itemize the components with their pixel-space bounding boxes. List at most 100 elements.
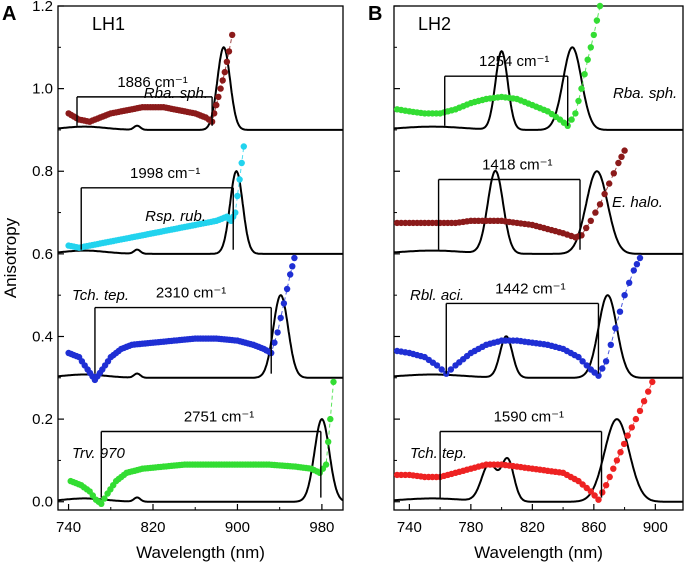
anisotropy-point — [599, 365, 606, 372]
x-tick-label: 900 — [225, 519, 250, 536]
y-tick-label: 0.2 — [32, 411, 53, 428]
anisotropy-point — [575, 97, 582, 105]
y-tick-label: 0.0 — [32, 494, 53, 511]
anisotropy-point — [593, 17, 601, 24]
anisotropy-point — [630, 267, 637, 274]
anisotropy-point — [628, 424, 635, 431]
y-tick-label: 0.8 — [32, 163, 53, 180]
panel-a: A LH1 740 820 900 980 0.0 0.2 0.4 0.6 0.8 1.0 1.2 Wav… — [1, 0, 344, 562]
anisotropy-point — [219, 77, 226, 84]
band-label: 1590 cm⁻¹ — [494, 409, 564, 426]
absorption-spectrum — [57, 294, 343, 379]
anisotropy-point — [602, 482, 610, 489]
anisotropy-point — [579, 358, 586, 365]
absorption-spectrum — [57, 170, 343, 255]
band-label: 1886 cm⁻¹ — [117, 74, 187, 91]
anisotropy-point — [327, 415, 334, 423]
x-tick-label: 820 — [140, 519, 165, 536]
anisotropy-point — [621, 292, 628, 299]
band-label: 1254 cm⁻¹ — [479, 53, 549, 70]
anisotropy-point — [583, 224, 590, 232]
anisotropy-point — [601, 190, 608, 198]
anisotropy-point — [330, 378, 337, 386]
anisotropy-point — [621, 147, 628, 154]
anisotropy-point — [223, 58, 231, 65]
anisotropy-point — [615, 159, 622, 167]
band-label: 1418 cm⁻¹ — [482, 157, 552, 174]
series-2: 2310 cm⁻¹ Tch. tep. — [57, 254, 343, 384]
y-tick-label: 0.4 — [32, 328, 53, 345]
anisotropy-point — [620, 440, 628, 448]
x-axis-label: Wavelength (nm) — [474, 543, 603, 562]
anisotropy-point — [590, 31, 597, 39]
anisotropy-point — [572, 110, 579, 117]
series-1: 1998 cm⁻¹ Rsp. rub. — [57, 143, 343, 255]
anisotropy-point — [274, 329, 281, 336]
anisotropy-point — [213, 101, 220, 109]
anisotropy-point — [581, 71, 588, 78]
anisotropy-point — [610, 465, 617, 472]
anisotropy-point — [578, 232, 585, 239]
anisotropy-point — [595, 496, 602, 503]
anisotropy-point — [240, 143, 247, 150]
anisotropy-point — [606, 473, 613, 481]
anisotropy-point — [606, 180, 613, 187]
anisotropy-point — [217, 85, 224, 92]
anisotropy-point — [595, 372, 602, 379]
absorption-spectrum — [394, 46, 683, 131]
y-tick-label: 1.0 — [32, 81, 53, 98]
band-label: 1442 cm⁻¹ — [495, 280, 565, 297]
anisotropy-point — [289, 263, 296, 270]
series-2: 1442 cm⁻¹ Rbl. aci. — [393, 254, 683, 379]
x-tick-label: 740 — [397, 519, 422, 536]
x-axis-label: Wavelength (nm) — [136, 543, 265, 562]
anisotropy-point — [575, 353, 582, 361]
anisotropy-point — [277, 314, 284, 322]
panel-letter: B — [368, 3, 382, 25]
anisotropy-point — [291, 254, 298, 262]
anisotropy-point — [602, 358, 610, 365]
absorption-spectrum — [393, 294, 683, 379]
species-label: Rba. sph. — [613, 85, 677, 102]
anisotropy-point — [238, 159, 245, 167]
anisotropy-point — [447, 366, 455, 373]
anisotropy-point — [632, 415, 640, 423]
anisotropy-point — [624, 432, 631, 439]
x-tick-label: 980 — [309, 519, 334, 536]
series-3: 2751 cm⁻¹ Trv. 970 — [58, 378, 344, 507]
anisotropy-point — [607, 341, 614, 348]
anisotropy-point — [229, 31, 236, 39]
anisotropy-point — [633, 261, 641, 268]
series-1: 1418 cm⁻¹ E. halo. — [393, 147, 683, 255]
species-label: Tch. tep. — [410, 445, 467, 462]
panel-letter: A — [2, 3, 16, 25]
anisotropy-point — [640, 398, 648, 405]
anisotropy-point — [583, 362, 590, 369]
absorption-spectrum — [58, 46, 343, 131]
anisotropy-point — [612, 325, 619, 332]
y-tick-label: 0.6 — [32, 246, 53, 263]
anisotropy-point — [591, 492, 598, 499]
species-label: E. halo. — [612, 194, 663, 211]
anisotropy-point — [283, 285, 291, 293]
absorption-spectrum — [393, 169, 683, 255]
plot-frame — [57, 5, 344, 511]
anisotropy-trace — [397, 257, 641, 377]
anisotropy-point — [636, 407, 644, 415]
anisotropy-point — [596, 2, 604, 10]
anisotropy-point — [443, 370, 450, 377]
band-label: 1998 cm⁻¹ — [130, 165, 200, 182]
series-0: 1254 cm⁻¹ Rba. sph. — [393, 2, 683, 131]
y-tick-label: 1.2 — [32, 0, 53, 15]
y-axis-label: Anisotropy — [1, 217, 20, 298]
anisotropy-point — [649, 378, 656, 386]
anisotropy-point — [596, 201, 604, 208]
anisotropy-point — [98, 500, 105, 507]
anisotropy-point — [616, 308, 624, 315]
anisotropy-point — [438, 366, 445, 373]
anisotropy-point — [587, 44, 594, 51]
anisotropy-point — [584, 56, 591, 63]
anisotropy-point — [636, 254, 644, 262]
